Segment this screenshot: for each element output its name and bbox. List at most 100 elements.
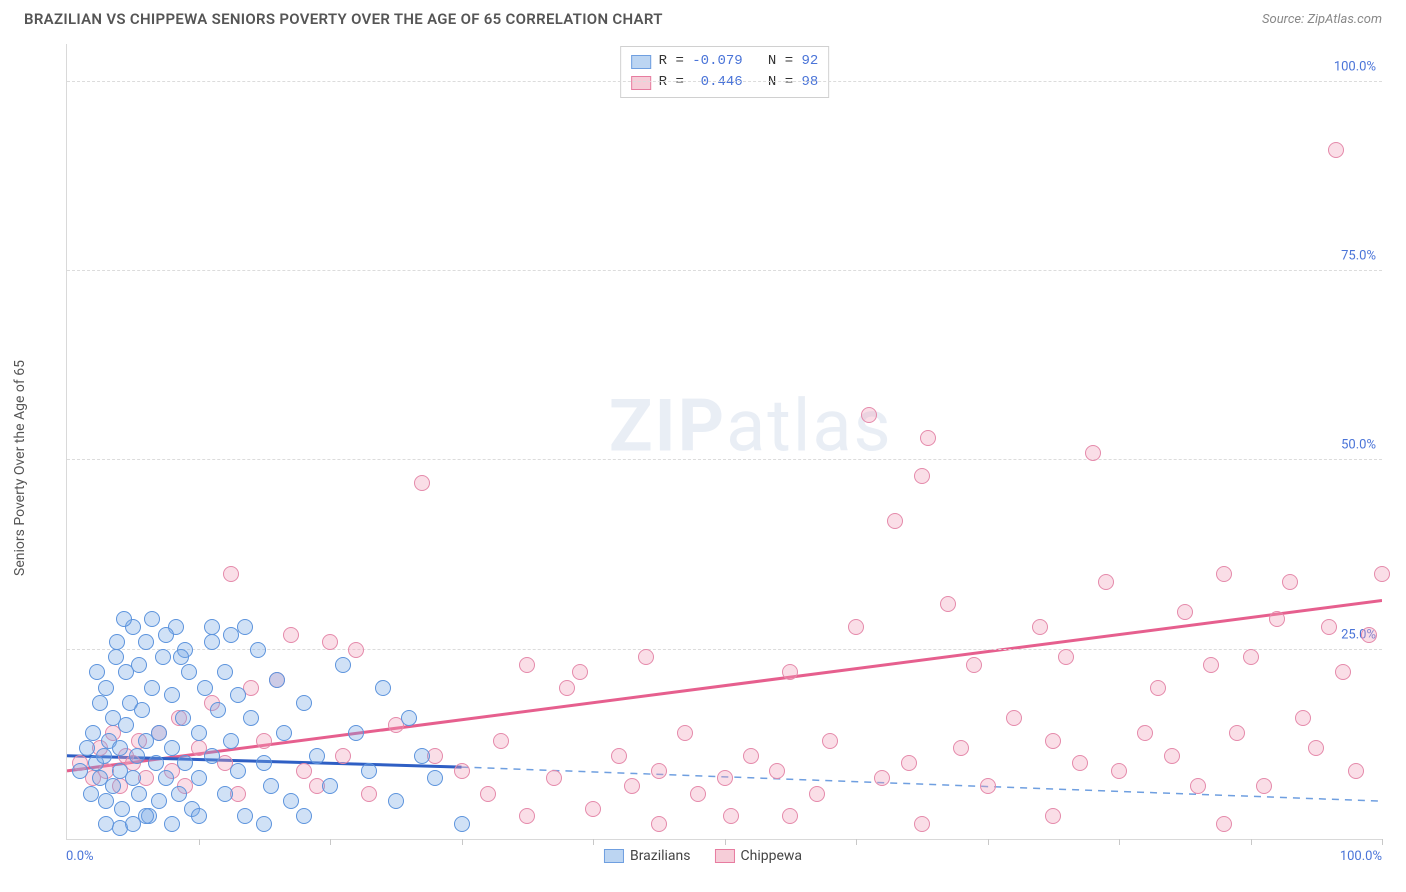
chippewa-point [1361, 627, 1377, 643]
stats-legend: R = -0.079 N = 92R = 0.446 N = 98 [620, 46, 830, 98]
brazilians-point [112, 740, 128, 756]
brazilians-point [237, 619, 253, 635]
brazilians-point [197, 680, 213, 696]
chippewa-point [651, 816, 667, 832]
brazilians-point [427, 770, 443, 786]
brazilians-point [138, 808, 154, 824]
brazilians-point [105, 778, 121, 794]
brazilians-point [256, 755, 272, 771]
brazilians-point [230, 687, 246, 703]
y-tick-label: 100.0% [1334, 59, 1376, 74]
brazilians-point [204, 634, 220, 650]
brazilians-point [204, 619, 220, 635]
chippewa-point [1374, 566, 1390, 582]
y-axis-label: Seniors Poverty Over the Age of 65 [12, 360, 28, 576]
chippewa-point [1137, 725, 1153, 741]
chippewa-point [914, 816, 930, 832]
chippewa-point [1177, 604, 1193, 620]
chippewa-point [361, 786, 377, 802]
brazilians-point [173, 649, 189, 665]
chippewa-point [296, 763, 312, 779]
gridline [67, 270, 1382, 271]
chippewa-point [874, 770, 890, 786]
brazilians-point [96, 748, 112, 764]
brazilians-point [144, 611, 160, 627]
chippewa-point [414, 475, 430, 491]
chippewa-point [283, 627, 299, 643]
x-tick [856, 839, 857, 845]
chippewa-point [782, 808, 798, 824]
chippewa-point [1203, 657, 1219, 673]
legend-swatch [631, 55, 651, 69]
stats-legend-row: R = 0.446 N = 98 [631, 72, 819, 93]
chippewa-point [348, 642, 364, 658]
chippewa-point [546, 770, 562, 786]
chippewa-point [638, 649, 654, 665]
chippewa-point [861, 407, 877, 423]
legend-swatch [715, 849, 735, 863]
brazilians-point [175, 710, 191, 726]
chippewa-point [1282, 574, 1298, 590]
brazilians-point [361, 763, 377, 779]
chippewa-point [624, 778, 640, 794]
brazilians-point [181, 664, 197, 680]
brazilians-point [72, 763, 88, 779]
chippewa-point [480, 786, 496, 802]
brazilians-point [204, 748, 220, 764]
brazilians-point [223, 733, 239, 749]
chippewa-point [914, 468, 930, 484]
chippewa-point [769, 763, 785, 779]
chippewa-point [1032, 619, 1048, 635]
chippewa-point [901, 755, 917, 771]
chippewa-point [223, 566, 239, 582]
brazilians-point [129, 748, 145, 764]
brazilians-point [108, 649, 124, 665]
chippewa-point [519, 808, 535, 824]
chippewa-point [1335, 664, 1351, 680]
x-tick [199, 839, 200, 845]
brazilians-point [144, 680, 160, 696]
chippewa-point [1269, 611, 1285, 627]
brazilians-point [98, 680, 114, 696]
brazilians-point [89, 664, 105, 680]
chippewa-point [920, 430, 936, 446]
chippewa-point [1072, 755, 1088, 771]
legend-swatch [631, 76, 651, 90]
chippewa-point [822, 733, 838, 749]
chippewa-point [335, 748, 351, 764]
brazilians-point [269, 672, 285, 688]
legend-swatch [604, 849, 624, 863]
brazilians-point [256, 816, 272, 832]
chippewa-point [980, 778, 996, 794]
brazilians-point [83, 786, 99, 802]
chippewa-point [940, 596, 956, 612]
brazilians-point [116, 611, 132, 627]
x-tick [1382, 839, 1383, 845]
chippewa-point [1229, 725, 1245, 741]
chippewa-point [1295, 710, 1311, 726]
brazilians-point [148, 755, 164, 771]
brazilians-point [158, 627, 174, 643]
chippewa-point [690, 786, 706, 802]
chippewa-point [1045, 733, 1061, 749]
brazilians-point [118, 717, 134, 733]
chippewa-point [256, 733, 272, 749]
chippewa-point [493, 733, 509, 749]
watermark: ZIPatlas [609, 383, 893, 468]
chippewa-point [887, 513, 903, 529]
chippewa-point [1006, 710, 1022, 726]
chippewa-point [611, 748, 627, 764]
brazilians-point [322, 778, 338, 794]
chippewa-point [966, 657, 982, 673]
x-axis-max-label: 100.0% [1340, 849, 1382, 864]
series-legend: BraziliansChippewa [604, 848, 802, 864]
brazilians-point [158, 770, 174, 786]
chippewa-point [1308, 740, 1324, 756]
chippewa-point [1216, 566, 1232, 582]
brazilians-point [164, 687, 180, 703]
chippewa-point [1058, 649, 1074, 665]
series-legend-item: Chippewa [715, 848, 803, 864]
chippewa-point [743, 748, 759, 764]
y-tick-label: 75.0% [1341, 249, 1376, 264]
brazilians-point [217, 786, 233, 802]
